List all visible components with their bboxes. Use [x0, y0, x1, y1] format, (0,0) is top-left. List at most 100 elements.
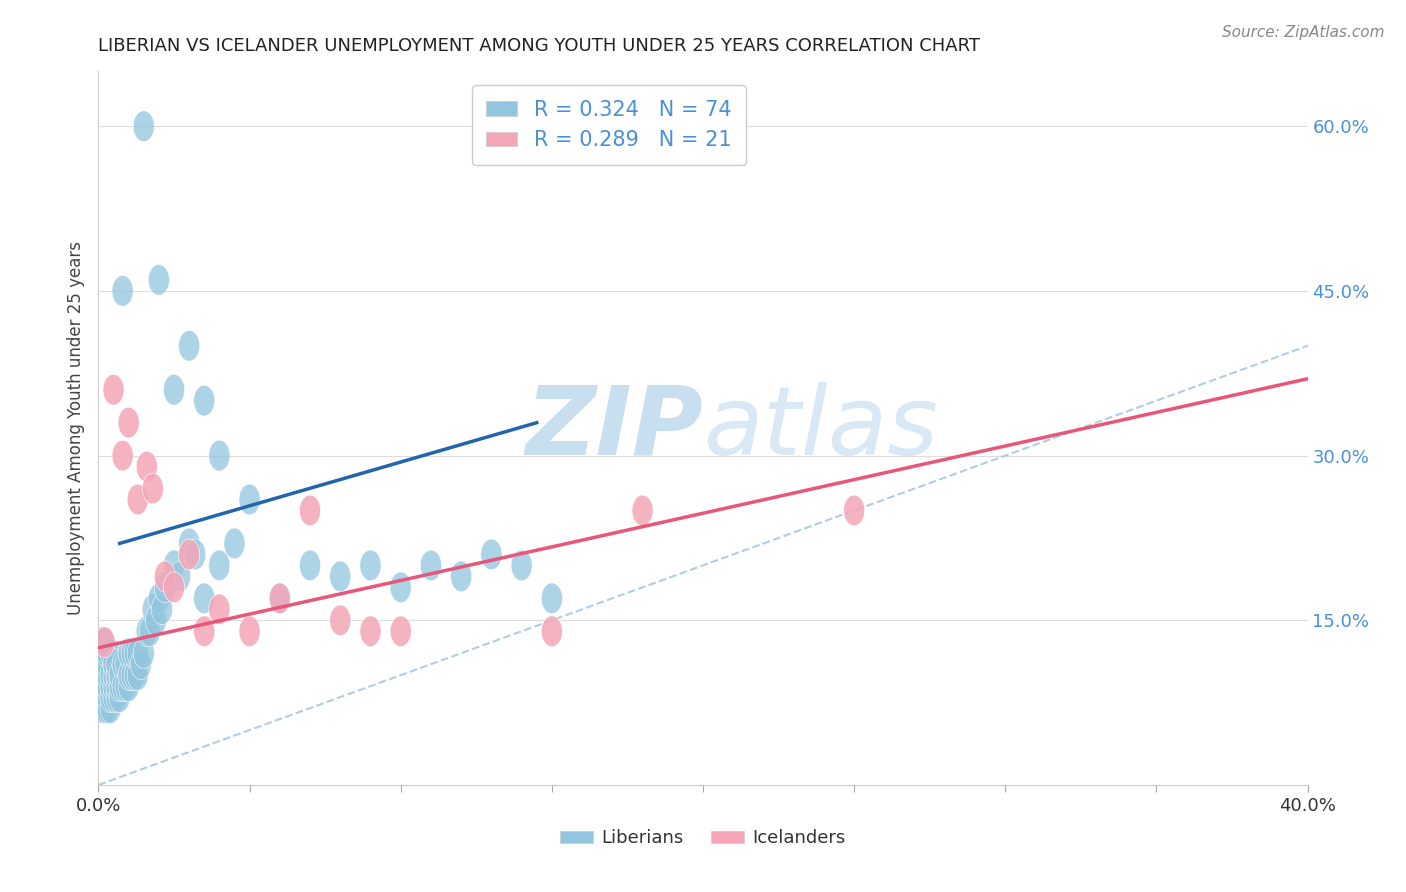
Ellipse shape	[103, 660, 124, 690]
Text: Source: ZipAtlas.com: Source: ZipAtlas.com	[1222, 25, 1385, 40]
Ellipse shape	[118, 638, 139, 669]
Ellipse shape	[112, 671, 134, 701]
Ellipse shape	[450, 561, 472, 591]
Ellipse shape	[541, 615, 562, 647]
Ellipse shape	[299, 550, 321, 581]
Ellipse shape	[100, 681, 121, 713]
Ellipse shape	[179, 528, 200, 558]
Ellipse shape	[360, 550, 381, 581]
Ellipse shape	[100, 638, 121, 669]
Ellipse shape	[208, 441, 231, 471]
Ellipse shape	[94, 627, 115, 657]
Ellipse shape	[118, 671, 139, 701]
Ellipse shape	[110, 681, 131, 713]
Ellipse shape	[134, 111, 155, 142]
Ellipse shape	[136, 451, 157, 482]
Ellipse shape	[155, 561, 176, 591]
Ellipse shape	[127, 660, 148, 690]
Ellipse shape	[481, 539, 502, 570]
Ellipse shape	[329, 605, 352, 636]
Ellipse shape	[100, 671, 121, 701]
Ellipse shape	[94, 660, 115, 690]
Ellipse shape	[163, 572, 184, 603]
Ellipse shape	[170, 561, 191, 591]
Ellipse shape	[100, 693, 121, 723]
Ellipse shape	[329, 561, 352, 591]
Ellipse shape	[97, 660, 118, 690]
Ellipse shape	[163, 550, 184, 581]
Text: ZIP: ZIP	[524, 382, 703, 475]
Text: atlas: atlas	[703, 382, 938, 475]
Ellipse shape	[118, 408, 139, 438]
Ellipse shape	[269, 583, 291, 614]
Ellipse shape	[179, 330, 200, 361]
Ellipse shape	[105, 671, 127, 701]
Ellipse shape	[148, 265, 170, 295]
Ellipse shape	[94, 648, 115, 680]
Ellipse shape	[124, 660, 145, 690]
Ellipse shape	[139, 615, 160, 647]
Ellipse shape	[97, 671, 118, 701]
Ellipse shape	[124, 638, 145, 669]
Ellipse shape	[112, 276, 134, 306]
Ellipse shape	[194, 615, 215, 647]
Ellipse shape	[224, 528, 245, 558]
Ellipse shape	[163, 375, 184, 405]
Ellipse shape	[239, 484, 260, 515]
Ellipse shape	[103, 648, 124, 680]
Ellipse shape	[127, 484, 148, 515]
Ellipse shape	[91, 648, 112, 680]
Ellipse shape	[389, 615, 412, 647]
Ellipse shape	[103, 671, 124, 701]
Ellipse shape	[105, 681, 127, 713]
Ellipse shape	[631, 495, 654, 526]
Ellipse shape	[152, 594, 173, 624]
Ellipse shape	[131, 648, 152, 680]
Ellipse shape	[239, 615, 260, 647]
Ellipse shape	[97, 638, 118, 669]
Ellipse shape	[100, 660, 121, 690]
Ellipse shape	[112, 441, 134, 471]
Y-axis label: Unemployment Among Youth under 25 years: Unemployment Among Youth under 25 years	[66, 241, 84, 615]
Ellipse shape	[91, 671, 112, 701]
Ellipse shape	[115, 671, 136, 701]
Ellipse shape	[121, 660, 142, 690]
Ellipse shape	[91, 693, 112, 723]
Ellipse shape	[112, 648, 134, 680]
Ellipse shape	[94, 693, 115, 723]
Ellipse shape	[97, 648, 118, 680]
Legend: Liberians, Icelanders: Liberians, Icelanders	[553, 822, 853, 855]
Ellipse shape	[97, 681, 118, 713]
Ellipse shape	[360, 615, 381, 647]
Ellipse shape	[541, 583, 562, 614]
Ellipse shape	[127, 638, 148, 669]
Ellipse shape	[142, 594, 163, 624]
Ellipse shape	[142, 473, 163, 504]
Ellipse shape	[208, 550, 231, 581]
Ellipse shape	[389, 572, 412, 603]
Ellipse shape	[208, 594, 231, 624]
Ellipse shape	[110, 660, 131, 690]
Ellipse shape	[510, 550, 533, 581]
Ellipse shape	[844, 495, 865, 526]
Ellipse shape	[179, 539, 200, 570]
Ellipse shape	[91, 660, 112, 690]
Ellipse shape	[194, 385, 215, 416]
Ellipse shape	[118, 660, 139, 690]
Ellipse shape	[91, 627, 112, 657]
Ellipse shape	[184, 539, 205, 570]
Ellipse shape	[136, 615, 157, 647]
Ellipse shape	[103, 681, 124, 713]
Ellipse shape	[155, 572, 176, 603]
Ellipse shape	[299, 495, 321, 526]
Ellipse shape	[105, 648, 127, 680]
Ellipse shape	[148, 583, 170, 614]
Ellipse shape	[110, 671, 131, 701]
Ellipse shape	[94, 638, 115, 669]
Ellipse shape	[145, 605, 166, 636]
Ellipse shape	[134, 638, 155, 669]
Text: LIBERIAN VS ICELANDER UNEMPLOYMENT AMONG YOUTH UNDER 25 YEARS CORRELATION CHART: LIBERIAN VS ICELANDER UNEMPLOYMENT AMONG…	[98, 37, 980, 54]
Ellipse shape	[121, 638, 142, 669]
Ellipse shape	[420, 550, 441, 581]
Ellipse shape	[103, 375, 124, 405]
